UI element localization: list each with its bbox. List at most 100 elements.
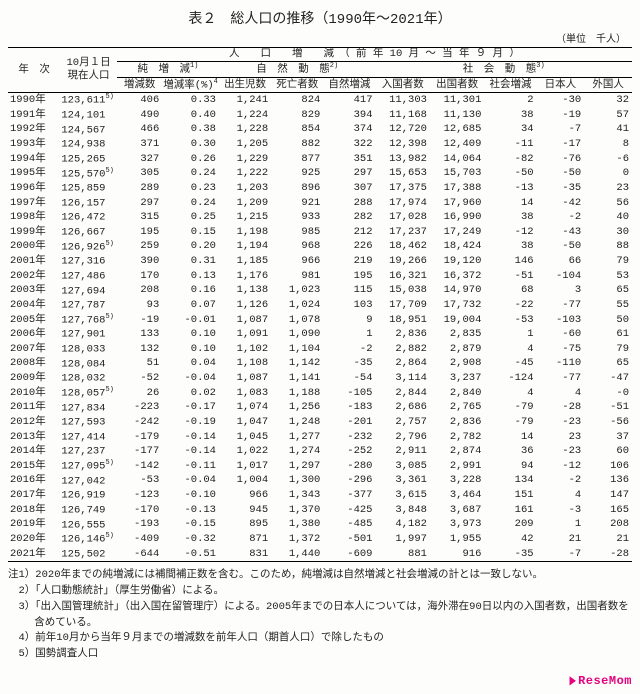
cell: 315 [117,210,162,225]
cell: 1,370 [271,503,323,518]
cell: 124,1015) [60,108,117,123]
cell: 2,782 [430,430,484,445]
cell: 0.07 [162,298,219,313]
table-row: 2007年128,0335)1320.101,1021,104-22,8822,… [8,342,632,357]
cell-year: 2011年 [8,401,60,416]
cell-year: 2008年 [8,357,60,372]
cell: 0.24 [162,167,219,182]
cell: 981 [271,269,323,284]
cell: 4 [484,342,536,357]
col-h-2: 出生児数 [219,77,271,93]
table-row: 1999年126,6675)1950.151,19898521217,23717… [8,225,632,240]
table-row: 2001年127,3165)3900.311,18596621919,26619… [8,254,632,269]
cell: 0.23 [162,181,219,196]
cell: -13 [484,181,536,196]
cell: 165 [584,503,632,518]
cell: -43 [537,225,585,240]
cell: 0 [584,167,632,182]
cell: 16,372 [430,269,484,284]
cell: 417 [323,93,375,108]
cell: -501 [323,532,375,547]
cell: 4 [484,386,536,401]
col-h-4: 自然増減 [323,77,375,93]
cell: 126,6675) [60,225,117,240]
cell: -110 [537,357,585,372]
cell: -425 [323,503,375,518]
table-row: 2010年128,0575)260.021,0831,188-1052,8442… [8,386,632,401]
cell: 0.26 [162,152,219,167]
cell-year: 1999年 [8,225,60,240]
cell: 208 [584,518,632,533]
cell: 966 [271,254,323,269]
cell: -103 [537,313,585,328]
source-logo: ▶ReseMom [8,673,632,688]
cell: -0.32 [162,532,219,547]
cell: 19,004 [430,313,484,328]
cell: 829 [271,108,323,123]
cell: 146 [484,254,536,269]
cell: 3,973 [430,518,484,533]
cell: 42 [484,532,536,547]
cell: 0.13 [162,269,219,284]
cell: 1,248 [271,415,323,430]
cell: 11,301 [430,93,484,108]
cell: 1,004 [219,474,271,489]
cell: 1,198 [219,225,271,240]
cell: -252 [323,444,375,459]
cell-year: 2000年 [8,240,60,255]
col-natural: 自 然 動 態2) [219,62,376,78]
cell: -19 [537,108,585,123]
cell: 0.30 [162,137,219,152]
cell: 2,879 [430,342,484,357]
cell: 15,038 [376,284,430,299]
cell: -28 [537,401,585,416]
cell: 14 [484,196,536,211]
cell: -56 [584,415,632,430]
cell: 2,757 [376,415,430,430]
cell: -28 [584,547,632,562]
cell: 134 [484,474,536,489]
cell: 0.25 [162,210,219,225]
cell: -0.14 [162,430,219,445]
cell: -11 [484,137,536,152]
cell: -7 [537,123,585,138]
col-h-5: 入国者数 [376,77,430,93]
cell: -232 [323,430,375,445]
note-1: 注1）2020年までの純増減には補間補正数を含む。このため，純増減は自然増減と社… [8,568,632,584]
cell: 1,256 [271,401,323,416]
table-row: 2012年127,5935)-242-0.191,0471,248-2012,7… [8,415,632,430]
cell: 327 [117,152,162,167]
cell: 305 [117,167,162,182]
cell: 282 [323,210,375,225]
col-h-6: 出国者数 [430,77,484,93]
cell: 1,102 [219,342,271,357]
cell: -30 [537,93,585,108]
cell-year: 1998年 [8,210,60,225]
cell: 3,114 [376,371,430,386]
cell: 128,0845) [60,357,117,372]
cell-year: 1994年 [8,152,60,167]
cell: 1,241 [219,93,271,108]
cell: -19 [117,313,162,328]
cell: -179 [117,430,162,445]
cell: -142 [117,459,162,474]
table-row: 2002年127,4865)1700.131,17698119516,32116… [8,269,632,284]
table-row: 2005年127,7685)-19-0.011,0871,078918,9511… [8,313,632,328]
cell: 79 [584,342,632,357]
cell: 824 [271,93,323,108]
cell: 18,951 [376,313,430,328]
cell: -35 [484,547,536,562]
cell: 2 [484,93,536,108]
cell-year: 2004年 [8,298,60,313]
col-social: 社 会 動 態3) [376,62,633,78]
cell: -35 [323,357,375,372]
cell: 1,074 [219,401,271,416]
table-row: 2008年128,0845)510.041,1081,142-352,8642,… [8,357,632,372]
cell: 15,703 [430,167,484,182]
cell: 1,017 [219,459,271,474]
table-row: 1996年125,8595)2890.231,20389630717,37517… [8,181,632,196]
cell: 17,960 [430,196,484,211]
cell: 115 [323,284,375,299]
cell: 125,5705) [60,167,117,182]
cell: 0.04 [162,357,219,372]
